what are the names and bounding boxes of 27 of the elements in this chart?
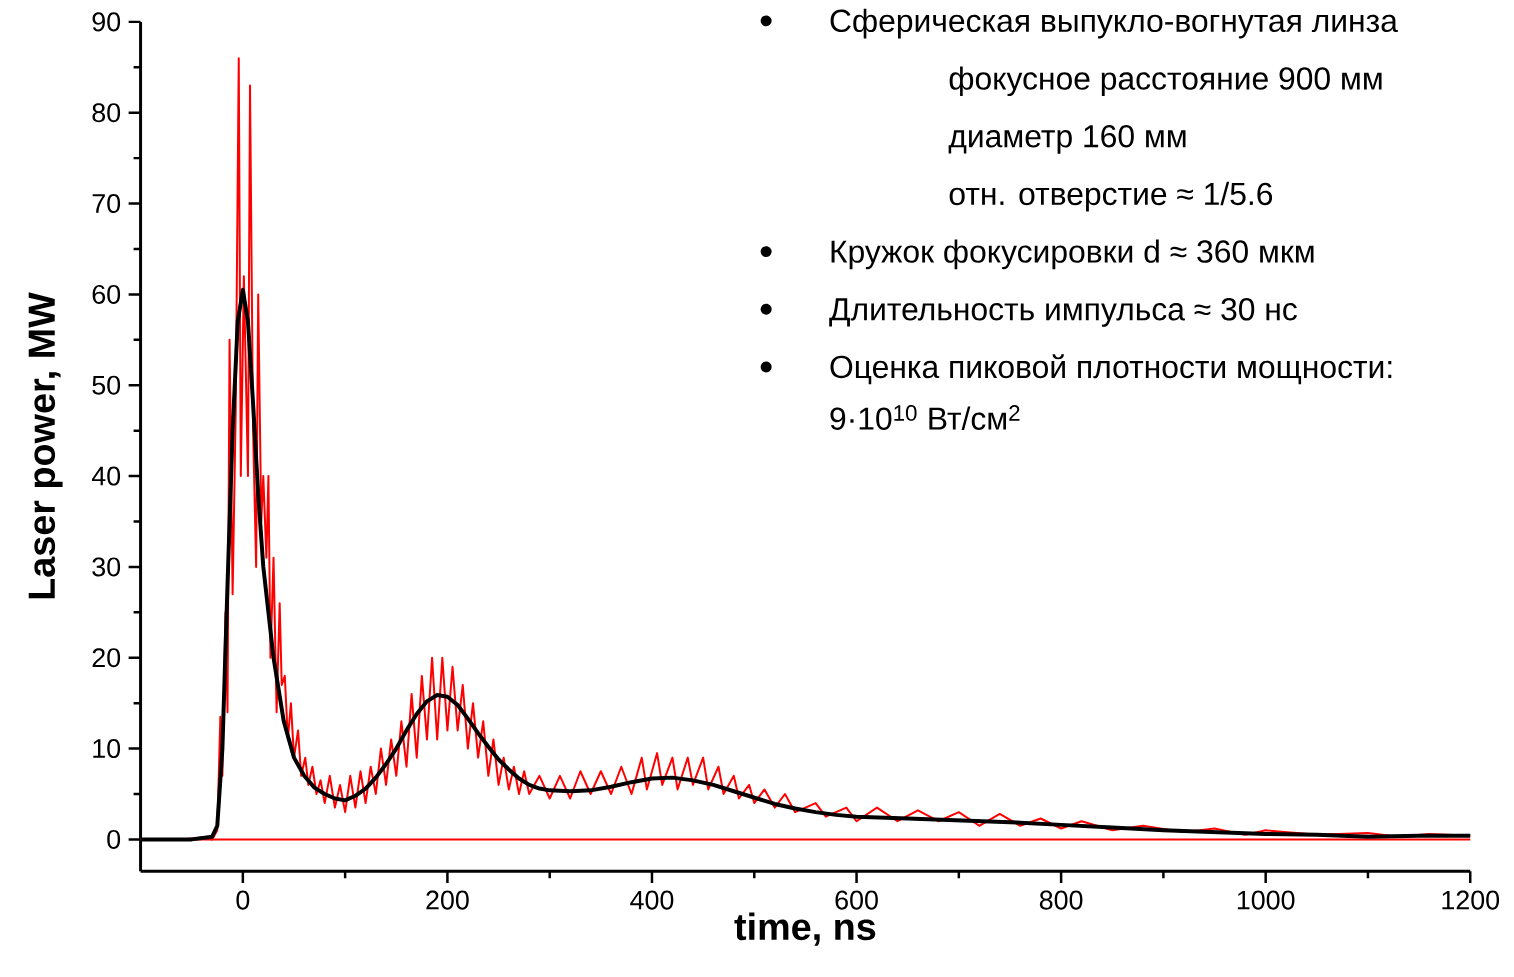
y-tick-label: 80 <box>92 103 121 123</box>
annotation: Оценка пиковой плотности мощности: <box>830 354 1392 385</box>
y-tick-label: 40 <box>91 466 121 486</box>
y-tick-label: 70 <box>92 194 121 214</box>
y-tick-label: 10 <box>93 739 121 759</box>
y-tick-label: 30 <box>92 557 121 577</box>
annotation: Сферическая выпукло-вогнутая линза <box>830 8 1398 39</box>
x-tick-label: 600 <box>835 890 878 910</box>
x-tick-label: 200 <box>426 890 469 910</box>
y-tick-label: 50 <box>92 375 121 395</box>
annotation: 9·10$^{10}$ Вт/см$^{2}$ <box>830 405 1020 431</box>
annotation: Кружок фокусировки d ≈ 360 мкм <box>831 239 1314 270</box>
annotation: Длительность импульса ≈ 30 нс <box>829 298 1297 328</box>
annotation: отн. отверстие ≈ 1/5.6 <box>949 181 1273 212</box>
x-tick-label: 1000 <box>1237 890 1295 910</box>
y-tick-label: 90 <box>92 12 121 32</box>
y-tick-label: 60 <box>92 285 121 305</box>
annotation: фокусное расстояние 900 мм <box>949 66 1382 97</box>
y-tick-label: 0 <box>107 830 121 850</box>
x-tick-label: 800 <box>1039 890 1083 910</box>
y-tick-label: 20 <box>92 648 121 668</box>
x-tick-label: 0 <box>236 890 250 910</box>
y-axis-title: Laser power, MW <box>28 292 63 599</box>
x-tick-label: 400 <box>630 890 674 910</box>
x-axis-title: time, ns <box>734 912 876 946</box>
x-tick-label: 1200 <box>1442 890 1500 910</box>
annotation: диаметр 160 мм <box>948 125 1186 154</box>
